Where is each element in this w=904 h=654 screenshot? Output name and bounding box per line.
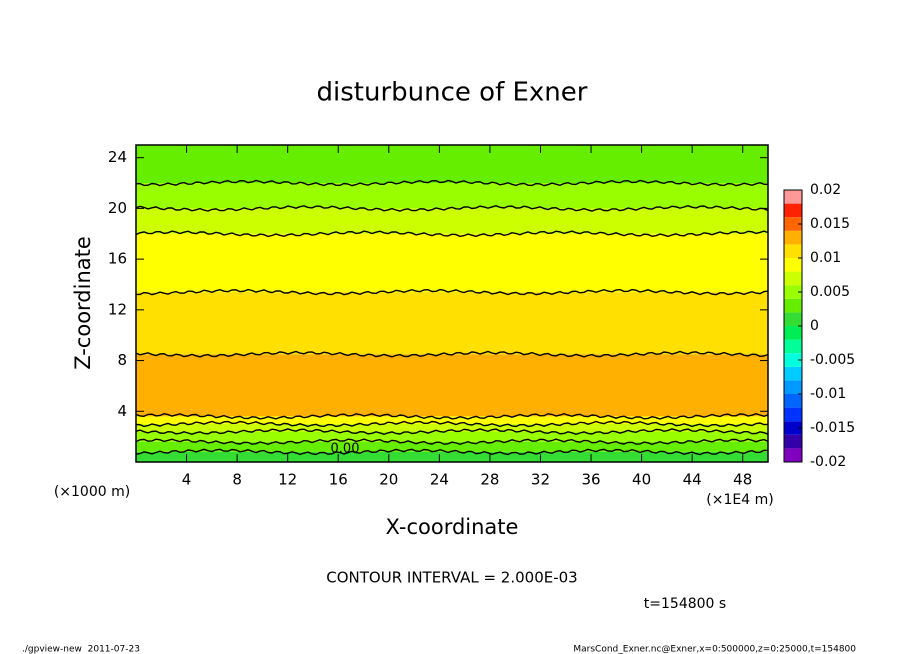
colorbar-segment <box>784 271 802 286</box>
x-tick-label: 16 <box>329 471 348 489</box>
x-tick-label: 28 <box>480 471 499 489</box>
colorbar-tick-label: 0.005 <box>810 284 850 300</box>
y-tick-label: 8 <box>117 351 127 369</box>
plot-frame <box>135 144 769 463</box>
contour-line <box>135 230 769 238</box>
colorbar-segment <box>784 203 802 218</box>
colorbar-segment <box>784 217 802 231</box>
colorbar-segment <box>784 339 802 354</box>
contour-interval: CONTOUR INTERVAL = 2.000E-03 <box>326 569 577 587</box>
y-tick-label: 24 <box>108 148 127 166</box>
x-tick-label: 36 <box>581 471 600 489</box>
y-tick-label: 16 <box>108 250 127 268</box>
contour-band <box>136 451 768 462</box>
y-tick-label: 4 <box>117 402 127 420</box>
colorbar-tick-label: -0.005 <box>810 352 855 368</box>
contour-line <box>135 350 769 358</box>
contour-band <box>136 423 768 432</box>
x-tick-label: 8 <box>232 471 242 489</box>
contour-band <box>136 145 768 184</box>
colorbar-segment <box>784 258 802 272</box>
colorbar-tick-label: 0.015 <box>810 216 850 232</box>
x-axis-label: X-coordinate <box>386 515 519 539</box>
colorbar-segment <box>784 421 802 435</box>
y-tick-label: 20 <box>108 199 127 217</box>
contour-band <box>136 441 768 452</box>
contour-line <box>135 412 769 420</box>
colorbar-segment <box>784 326 802 340</box>
colorbar-tick-label: 0.01 <box>810 250 841 266</box>
contour-line <box>135 179 769 187</box>
contour-line <box>135 428 769 436</box>
contour-label: 0.00 <box>331 441 360 456</box>
contour-band <box>136 233 768 293</box>
colorbar-segment <box>784 285 802 299</box>
colorbar-tick-label: -0.02 <box>810 454 846 470</box>
contour-band <box>136 354 768 417</box>
colorbar-segment <box>784 434 802 449</box>
footer-right: MarsCond_Exner.nc@Exner,x=0:500000,z=0:2… <box>573 645 856 654</box>
colorbar-segment <box>784 298 802 313</box>
colorbar-segment <box>784 190 802 204</box>
colorbar-segment <box>784 380 802 394</box>
colorbar-segment <box>784 230 802 245</box>
contour-band <box>136 431 768 442</box>
colorbar-tick-label: 0.02 <box>810 182 841 198</box>
colorbar-tick-label: -0.015 <box>810 420 855 436</box>
time-label: t=154800 s <box>644 596 726 612</box>
colorbar-segment <box>784 448 802 462</box>
contour-band <box>136 183 768 209</box>
x-tick-label: 12 <box>278 471 297 489</box>
y-axis-label: Z-coordinate <box>71 236 95 370</box>
contour-line <box>135 438 769 446</box>
contour-line <box>136 288 769 296</box>
x-tick-label: 24 <box>430 471 449 489</box>
colorbar-segment <box>784 366 802 381</box>
x-unit: (×1E4 m) <box>706 492 773 508</box>
x-tick-label: 20 <box>379 471 398 489</box>
contour-band <box>136 416 768 424</box>
x-tick-label: 40 <box>632 471 651 489</box>
contour-band <box>136 208 768 234</box>
contour-band <box>136 292 768 355</box>
chart-title: disturbunce of Exner <box>317 78 588 108</box>
x-tick-label: 44 <box>683 471 702 489</box>
colorbar-segment <box>784 353 802 367</box>
x-tick-label: 32 <box>531 471 550 489</box>
x-tick-label: 4 <box>182 471 192 489</box>
contour-line <box>135 204 769 212</box>
colorbar-segment <box>784 244 802 258</box>
footer-left: ./gpview-new 2011-07-23 <box>22 645 140 654</box>
x-tick-label: 48 <box>733 471 752 489</box>
colorbar-tick-label: 0 <box>810 318 819 334</box>
y-tick-label: 12 <box>108 300 127 318</box>
colorbar-segment <box>784 407 802 422</box>
contour-line <box>135 420 769 428</box>
colorbar-segment <box>784 394 802 408</box>
colorbar-segment <box>784 312 802 326</box>
y-unit: (×1000 m) <box>54 484 130 500</box>
colorbar-tick-label: -0.01 <box>810 386 846 402</box>
contour-line <box>135 448 769 456</box>
